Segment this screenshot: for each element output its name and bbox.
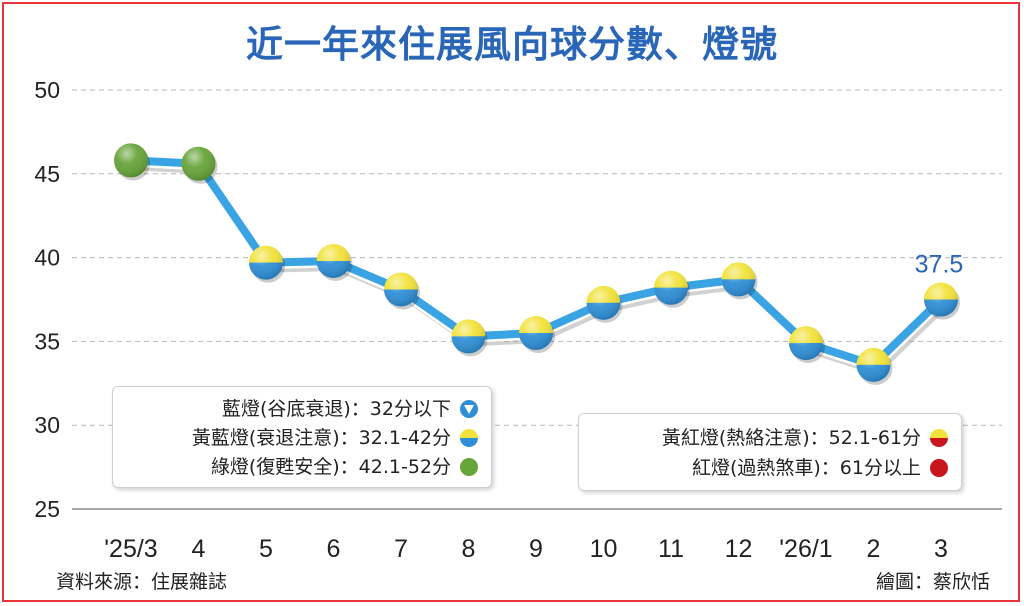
data-point (451, 319, 488, 357)
yellow-blue-icon (460, 429, 478, 447)
yellow-red-icon (930, 429, 948, 447)
x-tick-label: 7 (394, 535, 408, 563)
data-point (114, 143, 150, 181)
x-tick-label: 12 (725, 535, 753, 563)
data-point (654, 270, 690, 308)
data-point (586, 285, 623, 323)
x-tick-label: 11 (658, 535, 684, 563)
legend-item-yellow-blue: 黃藍燈(衰退注意)：32.1-42分 (192, 424, 479, 452)
x-tick-label: '26/1 (779, 535, 832, 563)
legend-left: 藍燈(谷底衰退)：32分以下 黃藍燈(衰退注意)：32.1-42分 綠燈(復甦安… (112, 386, 492, 488)
credit-note: 繪圖：蔡欣恬 (875, 571, 990, 593)
data-point (384, 272, 420, 310)
source-note: 資料來源：住展雜誌 (56, 571, 228, 593)
data-point (924, 282, 960, 320)
y-tick-label: 40 (34, 245, 60, 271)
x-tick-label: '25/3 (104, 535, 157, 563)
legend-item-blue: 藍燈(谷底衰退)：32分以下 (222, 395, 479, 423)
legend-label-green: 綠燈(復甦安全)：42.1-52分 (210, 456, 451, 478)
x-tick-label: 10 (590, 535, 618, 563)
y-tick-label: 50 (34, 77, 60, 103)
data-point (856, 347, 893, 385)
x-tick-label: 8 (462, 535, 476, 563)
data-label-latest: 37.5 (915, 251, 964, 279)
legend-label-yellow-blue: 黃藍燈(衰退注意)：32.1-42分 (191, 427, 451, 449)
data-point (249, 245, 285, 283)
legend-item-red: 紅燈(過熱煞車)：61分以上 (692, 454, 949, 482)
data-point (721, 262, 758, 300)
x-tick-label: 9 (529, 535, 543, 563)
legend-label-yellow-red: 黃紅燈(熱絡注意)：52.1-61分 (661, 427, 921, 449)
data-point (181, 146, 218, 184)
legend-right: 黃紅燈(熱絡注意)：52.1-61分 紅燈(過熱煞車)：61分以上 (578, 413, 962, 491)
data-point (519, 316, 555, 354)
x-tick-label: 3 (934, 535, 948, 563)
x-tick-label: 4 (192, 535, 206, 563)
legend-label-red: 紅燈(過熱煞車)：61分以上 (691, 457, 921, 479)
blue-triangle-icon (460, 400, 478, 418)
x-tick-label: 2 (867, 535, 881, 563)
legend-label-blue: 藍燈(谷底衰退)：32分以下 (221, 398, 451, 420)
data-point (789, 326, 825, 364)
legend-item-green: 綠燈(復甦安全)：42.1-52分 (211, 453, 479, 481)
y-tick-label: 30 (34, 412, 60, 438)
y-tick-label: 25 (34, 496, 60, 522)
y-tick-label: 45 (34, 161, 60, 187)
chart-title: 近一年來住展風向球分數、燈號 (246, 23, 778, 66)
legend-item-yellow-red: 黃紅燈(熱絡注意)：52.1-61分 (662, 424, 949, 452)
data-point (316, 243, 353, 281)
red-icon (930, 459, 948, 477)
x-tick-label: 5 (259, 535, 273, 563)
y-tick-label: 35 (34, 328, 60, 354)
green-icon (460, 458, 478, 476)
x-tick-label: 6 (327, 535, 341, 563)
